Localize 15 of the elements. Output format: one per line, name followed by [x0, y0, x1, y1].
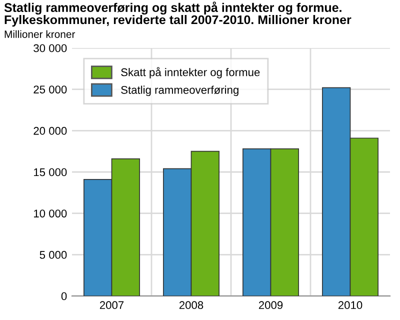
y-tick-label: 20 000: [34, 126, 67, 135]
y-tick-label: 10 000: [34, 210, 67, 218]
y-tick-label: 15 000: [34, 168, 67, 176]
y-tick-label: 25 000: [34, 86, 67, 94]
x-tick-label: 2007: [100, 301, 124, 310]
legend-label: Skatt på inntekter og formue: [121, 67, 260, 78]
y-axis-title: Millioner kroner: [4, 30, 76, 38]
legend-label: Statlig rammeoverføring: [121, 86, 238, 96]
x-tick-label: 2008: [179, 301, 204, 310]
y-tick-label: 5 000: [40, 250, 67, 259]
y-tick-label: 0: [61, 292, 67, 300]
y-tick-label: 30 000: [34, 44, 67, 52]
x-tick-label: 2009: [258, 301, 283, 310]
x-tick-label: 2010: [338, 301, 362, 310]
chart-title: Statlig rammeoverføring og skatt på inntekter og formue. Fylkeskommuner, reviderte tall 2007-2010. Millioner kroner: [4, 2, 352, 27]
